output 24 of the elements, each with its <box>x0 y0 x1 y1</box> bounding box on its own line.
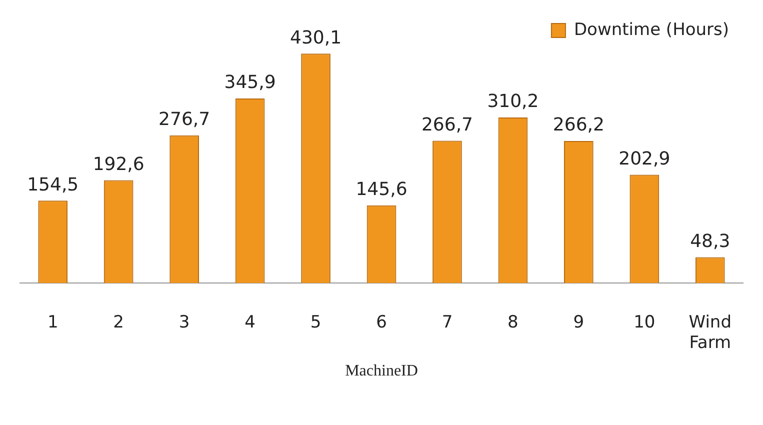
x-tick-label: 4 <box>244 312 256 333</box>
data-label: 266,7 <box>421 114 473 136</box>
x-tick-label: 8 <box>508 312 518 333</box>
data-label: 154,5 <box>27 174 79 196</box>
x-tick-label: 5 <box>310 312 322 333</box>
x-tick-label: 1 <box>47 312 58 333</box>
legend-label: Downtime (Hours) <box>574 20 730 40</box>
data-label: 345,9 <box>224 72 276 94</box>
data-label: 430,1 <box>290 27 342 48</box>
x-tick-label: 2 <box>113 312 124 333</box>
data-label: 310,2 <box>487 91 539 112</box>
x-tick-label: 7 <box>442 312 453 333</box>
x-tick-label: 9 <box>573 312 584 333</box>
x-tick-label: 6 <box>376 312 387 333</box>
data-label: 266,2 <box>552 114 604 136</box>
data-label: 145,6 <box>356 179 408 200</box>
x-tick-label: 10 <box>634 312 656 333</box>
x-axis-title: MachineID <box>345 362 418 380</box>
x-tick-label: 3 <box>178 312 190 333</box>
x-tick-label: Wind Farm <box>688 312 732 354</box>
data-label: 202,9 <box>618 148 670 170</box>
data-label: 192,6 <box>92 154 144 175</box>
data-label: 48,3 <box>690 230 730 252</box>
data-label: 276,7 <box>158 109 210 130</box>
